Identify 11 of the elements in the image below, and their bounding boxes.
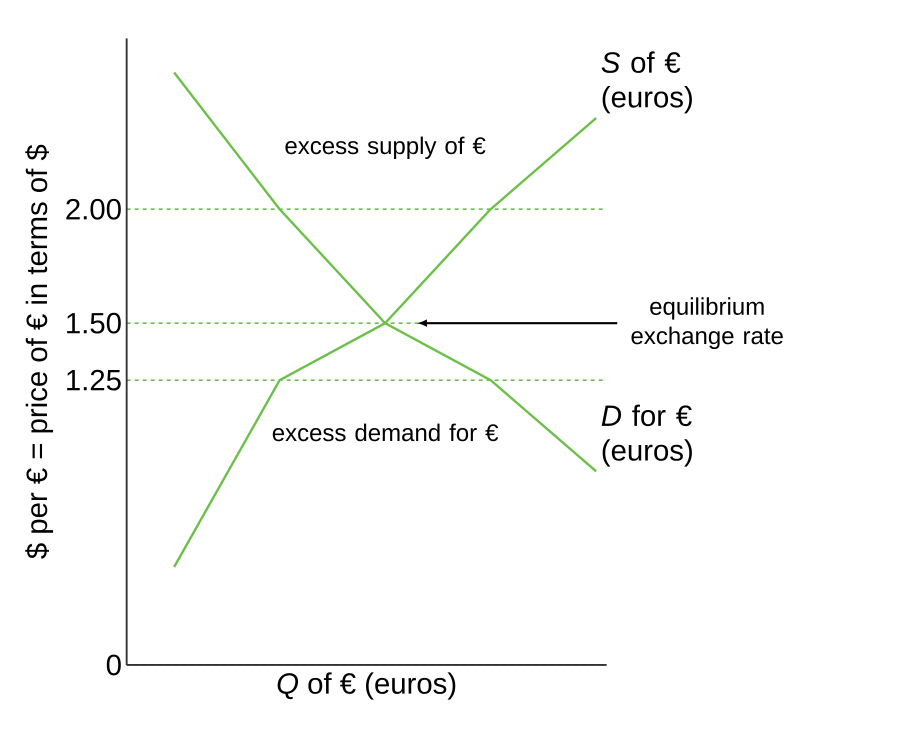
y-axis-title: $ per € = price of € in terms of $ — [25, 144, 54, 559]
x-axis-title: Q of € (euros) — [278, 672, 456, 700]
y-tick-label: 0 — [106, 654, 121, 676]
y-tick-label: 2.00 — [66, 198, 121, 220]
annotation: excess demand for € — [272, 424, 498, 442]
annotation: excess supply of € — [285, 136, 486, 159]
series-label: S of € (euros) — [602, 51, 692, 114]
y-tick-label: 1.25 — [67, 370, 121, 391]
y-tick-label: 1.50 — [67, 312, 121, 334]
text: equilibrium exchange rate — [632, 297, 783, 350]
series-label: D for € (euros) — [602, 404, 692, 467]
